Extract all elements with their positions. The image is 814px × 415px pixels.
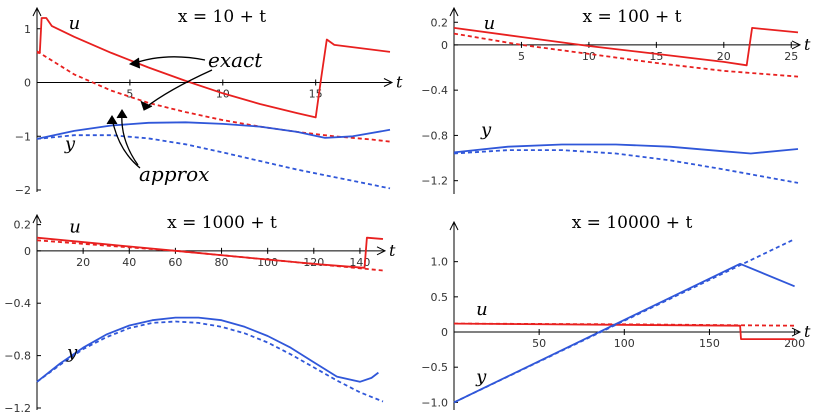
curve-label-u: u <box>69 216 81 237</box>
x-tick-label: 5 <box>126 88 133 101</box>
x-tick-label: 150 <box>699 337 720 350</box>
x-axis-arrow <box>383 78 394 87</box>
panel-title: x = 10000 + t <box>572 213 693 233</box>
curve-label-y: y <box>480 119 492 140</box>
panel-4: x = 10000 + t t 50 100 150 200 1.0 0.5 0 −0.5 −1.0… <box>421 213 811 410</box>
curve-label-u: u <box>484 13 496 34</box>
y-tick-label: 0.2 <box>14 219 32 232</box>
x-axis-label: t <box>804 35 811 54</box>
y-axis-arrow <box>449 6 459 17</box>
annotations: exact approx <box>106 48 263 186</box>
x-tick-label: 200 <box>784 337 805 350</box>
curve-label-y: y <box>475 367 487 388</box>
curve-label-y: y <box>66 342 78 363</box>
x-axis-label: t <box>389 241 396 260</box>
annotation-arrowhead <box>128 57 141 69</box>
series-y-approx <box>36 320 384 403</box>
x-tick-label: 15 <box>309 88 323 101</box>
x-tick-label: 5 <box>518 50 525 63</box>
series-u-approx <box>453 32 799 78</box>
y-tick-label: −1.2 <box>421 175 448 188</box>
curve-label-u: u <box>69 13 81 34</box>
panel-title: x = 1000 + t <box>167 213 277 233</box>
y-axis-arrow <box>449 220 459 231</box>
x-axis-arrow <box>376 246 387 256</box>
y-tick-label: −0.4 <box>4 297 31 310</box>
x-axis-label: t <box>804 322 811 341</box>
annotation-arrowhead <box>106 115 118 125</box>
x-tick-label: 100 <box>614 337 635 350</box>
x-tick-label: 50 <box>532 337 546 350</box>
y-tick-label: −0.8 <box>4 350 31 363</box>
annotation-exact: exact <box>208 48 263 72</box>
series-y-exact <box>36 121 391 140</box>
y-tick-label: −0.4 <box>421 84 448 97</box>
curve-label-u: u <box>476 299 488 320</box>
y-tick-label: −1 <box>15 130 31 143</box>
y-tick-label: 0 <box>24 77 31 90</box>
y-axis-arrow <box>32 6 42 17</box>
y-tick-label: −0.5 <box>421 361 448 374</box>
series-y-approx <box>453 149 799 184</box>
x-tick-label: 20 <box>717 50 731 63</box>
y-axis-arrow <box>32 213 42 224</box>
x-axis-arrow <box>791 40 802 50</box>
x-tick-label: 20 <box>76 256 90 269</box>
x-tick-label: 80 <box>215 256 229 269</box>
panel-title: x = 100 + t <box>583 7 682 27</box>
series-y-exact <box>36 316 379 383</box>
y-tick-label: 0 <box>24 245 31 258</box>
curve-label-y: y <box>64 134 76 155</box>
series-y-exact <box>453 143 799 155</box>
y-tick-label: 0 <box>441 326 448 339</box>
x-tick-label: 10 <box>582 50 596 63</box>
x-tick-label: 120 <box>303 256 324 269</box>
panel-2: x = 100 + t t 5 10 15 20 25 0.2 0 −0.4 −0.8 −1.2 u y <box>421 6 811 194</box>
annotation-approx: approx <box>139 162 209 186</box>
series-u-exact <box>453 27 799 67</box>
series-u-approx <box>453 322 795 327</box>
series-u-exact <box>37 17 391 119</box>
y-tick-label: −1.2 <box>4 402 31 415</box>
annotation-arrowhead <box>140 100 153 111</box>
annotation-arrowhead <box>116 109 128 119</box>
annotation-arrow <box>144 69 213 109</box>
series-u-approx <box>36 239 384 272</box>
y-tick-label: −0.8 <box>421 129 448 142</box>
x-tick-label: 40 <box>122 256 136 269</box>
x-tick-label: 25 <box>784 50 798 63</box>
y-tick-label: −1.0 <box>421 396 448 409</box>
x-tick-label: 100 <box>257 256 278 269</box>
series-u-exact <box>36 236 384 269</box>
y-tick-label: 1 <box>24 23 31 36</box>
series-y-approx <box>36 134 391 190</box>
y-tick-label: 0.2 <box>431 16 449 29</box>
x-axis-label: t <box>396 73 403 92</box>
y-tick-label: 0 <box>441 39 448 52</box>
x-tick-label: 60 <box>168 256 182 269</box>
annotation-arrow <box>131 56 206 65</box>
y-tick-label: −2 <box>15 184 31 197</box>
y-tick-label: 1.0 <box>431 256 449 269</box>
panel-title: x = 10 + t <box>178 7 266 27</box>
y-tick-label: 0.5 <box>431 291 449 304</box>
x-tick-label: 15 <box>649 50 663 63</box>
